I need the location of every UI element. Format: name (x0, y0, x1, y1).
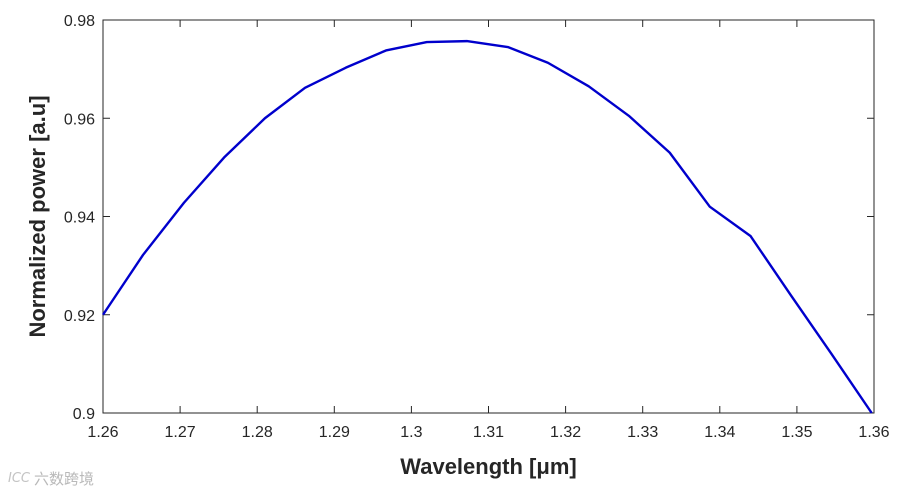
y-tick-label: 0.94 (64, 210, 95, 227)
plot-area (102, 19, 875, 414)
watermark-logo: ICC (8, 471, 30, 486)
y-tick-label: 0.96 (64, 111, 95, 128)
y-tick-label: 0.98 (64, 13, 95, 30)
x-tick-label: 1.36 (858, 424, 889, 441)
x-tick-label: 1.34 (704, 424, 735, 441)
watermark: ICC 六数跨境 (8, 468, 94, 489)
x-tick-label: 1.31 (473, 424, 504, 441)
x-tick-label: 1.33 (627, 424, 658, 441)
series-layer (102, 39, 873, 414)
y-tick-label: 0.9 (73, 406, 95, 423)
y-tick-label: 0.92 (64, 308, 95, 325)
x-axis-title: Wavelength [μm] (400, 454, 576, 479)
x-tick-label: 1.32 (550, 424, 581, 441)
y-axis-title: Normalized power [a.u] (25, 95, 50, 337)
x-tick-label: 1.27 (165, 424, 196, 441)
series-line-0 (102, 39, 873, 414)
plot-box (102, 19, 875, 414)
watermark-text: 六数跨境 (34, 470, 95, 488)
x-axis-ticks: 1.26 1.27 1.28 1.29 1.3 1.31 1.32 1.33 1.34 1.35 1… (87, 20, 890, 441)
y-axis-ticks: 0.9 0.92 0.94 0.96 0.98 (64, 13, 874, 423)
x-tick-label: 1.28 (242, 424, 273, 441)
x-tick-label: 1.29 (319, 424, 350, 441)
x-tick-label: 1.35 (781, 424, 812, 441)
x-tick-label: 1.3 (400, 424, 422, 441)
x-tick-label: 1.26 (87, 424, 118, 441)
